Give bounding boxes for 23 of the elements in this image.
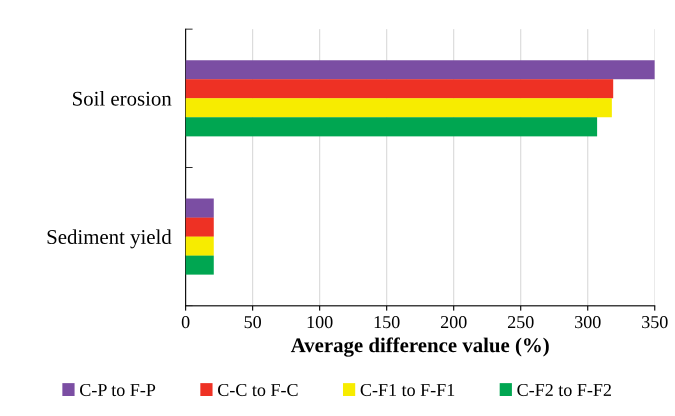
x-tick-label: 150 [374, 316, 400, 328]
legend-label: C-C to F-C [218, 384, 298, 396]
x-tick-label: 250 [508, 316, 534, 328]
bar [186, 198, 214, 218]
x-tick-label: 300 [575, 316, 601, 328]
bar [186, 60, 655, 80]
bar [186, 98, 612, 118]
x-tick-label: 200 [440, 316, 467, 328]
bar [186, 218, 214, 237]
x-tick-label: 350 [642, 316, 668, 328]
x-axis-title: Average difference value (%) [290, 337, 549, 357]
y-tick-label: Soil erosion [73, 91, 172, 106]
legend-label: C-F2 to F-F2 [517, 384, 611, 396]
bar [186, 236, 214, 256]
bar [186, 79, 614, 98]
x-tick-label: 50 [244, 316, 261, 328]
bar [186, 117, 598, 136]
x-tick-label: 100 [308, 316, 333, 328]
legend-label: C-F1 to F-F1 [360, 384, 454, 396]
legend-label: C-P to F-P [80, 384, 156, 396]
bar [186, 256, 214, 275]
x-tick-label: 0 [182, 316, 190, 328]
y-tick-label: Sediment yield [48, 229, 172, 248]
